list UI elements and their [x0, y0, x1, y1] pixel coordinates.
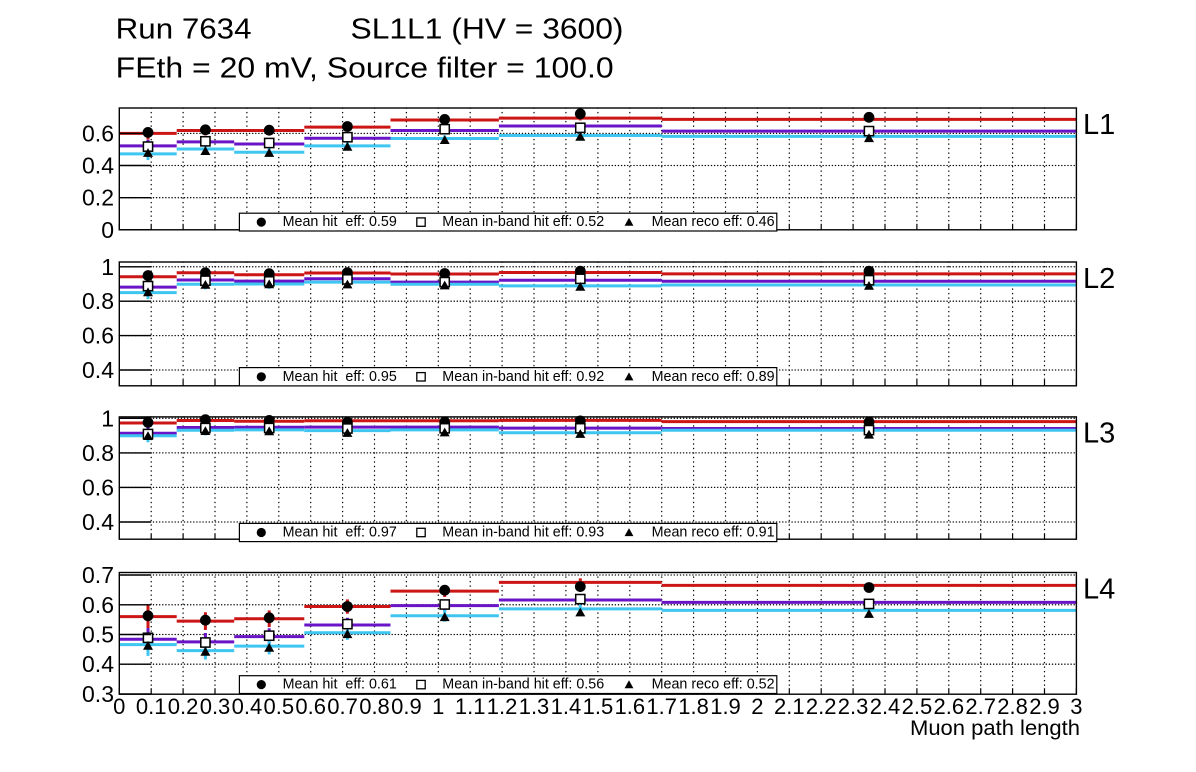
svg-text:Mean hit eff: 0.61: Mean hit eff: 0.61 [283, 677, 397, 693]
svg-text:Mean reco eff: 0.91: Mean reco eff: 0.91 [652, 525, 775, 541]
svg-text:Mean hit eff: 0.95: Mean hit eff: 0.95 [283, 369, 397, 385]
svg-text:Mean hit eff: 0.97: Mean hit eff: 0.97 [283, 525, 397, 541]
svg-text:0.6: 0.6 [82, 323, 114, 349]
svg-text:1: 1 [432, 694, 444, 719]
svg-text:0.8: 0.8 [82, 440, 114, 466]
svg-text:2.9: 2.9 [1029, 694, 1060, 719]
svg-text:2.6: 2.6 [934, 694, 965, 719]
svg-text:0.6: 0.6 [82, 474, 114, 500]
svg-text:0: 0 [101, 217, 114, 243]
svg-text:0.9: 0.9 [391, 694, 422, 719]
svg-text:0.6: 0.6 [295, 694, 326, 719]
svg-text:1.4: 1.4 [551, 694, 582, 719]
svg-text:1.5: 1.5 [583, 694, 614, 719]
svg-text:0.4: 0.4 [82, 651, 114, 677]
svg-text:0.5: 0.5 [264, 694, 295, 719]
svg-text:0.7: 0.7 [82, 562, 114, 588]
svg-text:Muon path length: Muon path length [910, 717, 1080, 740]
svg-text:0.1: 0.1 [136, 694, 167, 719]
svg-text:Mean in-band hit eff: 0.93: Mean in-band hit eff: 0.93 [442, 525, 604, 541]
svg-text:2.8: 2.8 [997, 694, 1028, 719]
svg-text:Mean reco eff: 0.46: Mean reco eff: 0.46 [652, 214, 775, 230]
svg-text:0.3: 0.3 [200, 694, 231, 719]
svg-text:0.4: 0.4 [232, 694, 263, 719]
svg-text:Mean reco eff: 0.89: Mean reco eff: 0.89 [652, 369, 775, 385]
svg-text:1.3: 1.3 [519, 694, 550, 719]
svg-text:2: 2 [751, 694, 763, 719]
svg-text:FEth = 20 mV, Source filter =: FEth = 20 mV, Source filter = 100.0 [116, 53, 614, 85]
svg-text:Mean in-band hit eff: 0.52: Mean in-band hit eff: 0.52 [442, 214, 604, 230]
svg-text:2.5: 2.5 [902, 694, 933, 719]
svg-text:1: 1 [101, 405, 114, 431]
svg-text:SL1L1 (HV = 3600): SL1L1 (HV = 3600) [351, 14, 624, 46]
svg-text:0.4: 0.4 [82, 357, 114, 383]
svg-text:0.8: 0.8 [359, 694, 390, 719]
svg-text:2.4: 2.4 [870, 694, 901, 719]
svg-text:1.6: 1.6 [615, 694, 646, 719]
svg-text:Mean in-band hit eff: 0.92: Mean in-band hit eff: 0.92 [442, 369, 604, 385]
svg-text:Run 7634: Run 7634 [116, 14, 252, 46]
svg-text:0.2: 0.2 [168, 694, 199, 719]
svg-text:1.2: 1.2 [487, 694, 518, 719]
svg-text:0.3: 0.3 [82, 681, 114, 707]
svg-text:0.2: 0.2 [82, 185, 114, 211]
svg-text:0.4: 0.4 [82, 153, 114, 179]
svg-text:1.7: 1.7 [646, 694, 677, 719]
svg-text:L3: L3 [1083, 418, 1115, 450]
svg-text:0.4: 0.4 [82, 509, 114, 535]
svg-text:1: 1 [101, 254, 114, 280]
svg-text:Mean in-band hit eff: 0.56: Mean in-band hit eff: 0.56 [442, 677, 604, 693]
svg-text:0.8: 0.8 [82, 288, 114, 314]
svg-text:1.9: 1.9 [710, 694, 741, 719]
svg-text:Mean hit eff: 0.59: Mean hit eff: 0.59 [283, 214, 397, 230]
svg-text:0: 0 [113, 694, 125, 719]
svg-text:3: 3 [1070, 694, 1082, 719]
svg-text:L2: L2 [1083, 263, 1115, 295]
svg-text:1.8: 1.8 [678, 694, 709, 719]
svg-text:Mean reco eff: 0.52: Mean reco eff: 0.52 [652, 677, 775, 693]
svg-text:0.6: 0.6 [82, 592, 114, 618]
svg-text:1.1: 1.1 [455, 694, 486, 719]
svg-text:0.6: 0.6 [82, 120, 114, 146]
svg-text:2.7: 2.7 [965, 694, 996, 719]
svg-text:0.5: 0.5 [82, 622, 114, 648]
svg-text:2.3: 2.3 [838, 694, 869, 719]
svg-text:L4: L4 [1083, 573, 1115, 605]
svg-text:2.1: 2.1 [774, 694, 805, 719]
svg-text:0.7: 0.7 [327, 694, 358, 719]
svg-text:2.2: 2.2 [806, 694, 837, 719]
svg-text:L1: L1 [1083, 109, 1115, 141]
